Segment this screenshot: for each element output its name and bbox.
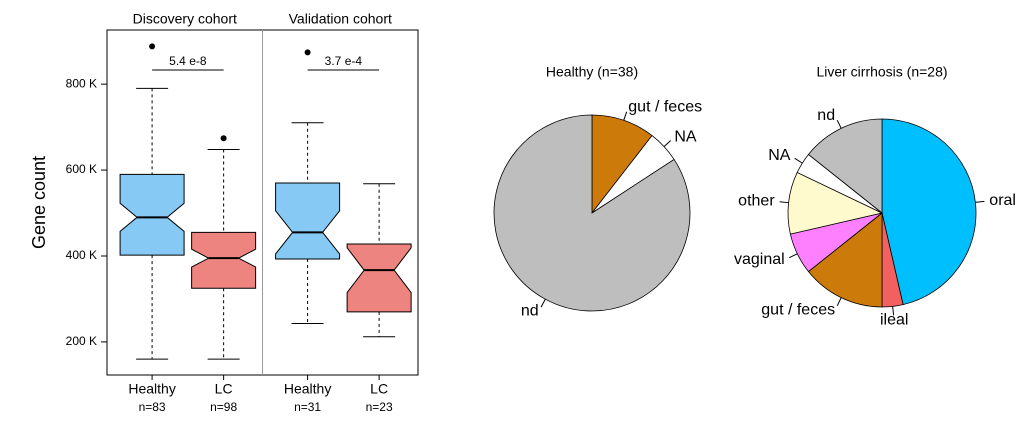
slice-label: NA xyxy=(674,128,697,145)
x-tick-label: LC xyxy=(370,381,388,397)
box xyxy=(191,231,257,289)
sample-size: n=98 xyxy=(210,400,237,414)
slice-label: oral xyxy=(989,192,1016,209)
label-tick xyxy=(836,297,842,306)
y-tick-label: 200 K xyxy=(66,334,97,348)
slice-label: ileal xyxy=(880,312,908,329)
label-tick xyxy=(623,111,628,121)
label-tick xyxy=(892,306,895,316)
pie-title: Liver cirrhosis (n=28) xyxy=(816,64,947,80)
label-tick xyxy=(975,200,985,203)
x-tick-label: Healthy xyxy=(128,381,175,397)
panel-title: Discovery cohort xyxy=(133,11,237,27)
x-tick-label: LC xyxy=(215,381,233,397)
y-tick-label: 800 K xyxy=(66,76,97,90)
panel-title: Validation cohort xyxy=(289,11,392,27)
pie-title: Healthy (n=38) xyxy=(546,64,638,80)
outlier xyxy=(304,49,311,56)
slice-label: NA xyxy=(768,147,791,164)
outlier xyxy=(220,135,227,142)
slice-label: nd xyxy=(521,303,539,320)
y-tick-label: 600 K xyxy=(66,162,97,176)
slice-label: other xyxy=(738,192,775,209)
sample-size: n=83 xyxy=(139,400,166,414)
box xyxy=(119,173,185,256)
x-tick-label: Healthy xyxy=(284,381,331,397)
label-tick xyxy=(836,120,842,129)
label-tick xyxy=(779,201,789,204)
label-tick xyxy=(794,157,803,164)
pie-slice xyxy=(807,212,883,308)
slice-label: gut / feces xyxy=(628,98,702,115)
significance-label: 3.7 e-4 xyxy=(325,54,363,68)
sample-size: n=23 xyxy=(366,400,393,414)
box xyxy=(346,243,412,313)
box xyxy=(275,182,341,260)
label-tick xyxy=(540,298,546,308)
slice-label: vaginal xyxy=(734,251,785,268)
y-tick-label: 400 K xyxy=(66,248,97,262)
slice-label: gut / feces xyxy=(761,302,835,319)
sample-size: n=31 xyxy=(294,400,321,414)
pie-slice xyxy=(493,114,691,312)
y-axis-label: Gene count xyxy=(29,156,49,249)
label-tick xyxy=(663,140,672,147)
label-tick xyxy=(789,253,798,259)
outlier xyxy=(149,43,156,50)
pie-slice xyxy=(807,118,883,214)
slice-label: nd xyxy=(817,107,835,124)
significance-label: 5.4 e-8 xyxy=(169,54,207,68)
